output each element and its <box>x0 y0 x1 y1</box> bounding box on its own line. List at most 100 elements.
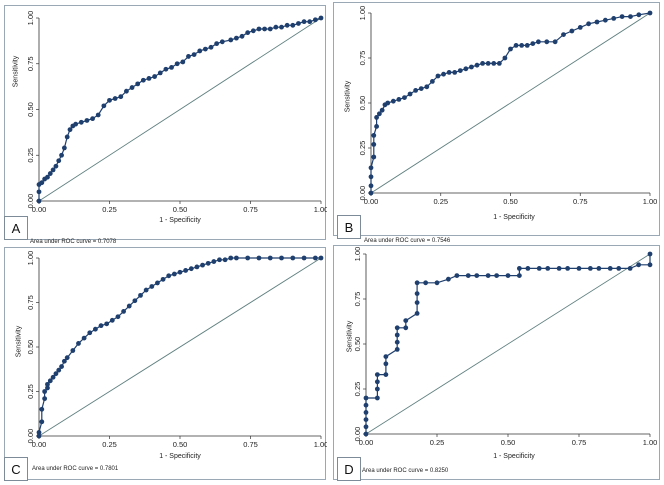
roc-point <box>39 180 45 186</box>
roc-point <box>374 372 380 377</box>
roc-point <box>607 266 613 271</box>
roc-point <box>465 273 471 278</box>
roc-point <box>47 171 53 176</box>
y-tick-label: 0.00 <box>26 194 35 209</box>
roc-point <box>143 287 149 293</box>
auc-text-b: Area under ROC curve = 0.7546 <box>364 238 451 244</box>
roc-point <box>371 154 377 160</box>
y-tick-label: 1.00 <box>358 6 367 21</box>
roc-point <box>647 10 653 16</box>
roc-point <box>245 255 251 261</box>
roc-point <box>93 326 98 332</box>
roc-point <box>414 280 420 286</box>
roc-point <box>273 24 279 30</box>
x-tick-label: 0.75 <box>572 438 587 447</box>
roc-point <box>36 430 42 435</box>
roc-point <box>70 348 76 353</box>
roc-point <box>50 374 56 380</box>
roc-point <box>545 266 551 271</box>
roc-point <box>169 65 174 70</box>
roc-point <box>228 255 234 261</box>
x-tick-label: 0.00 <box>32 440 47 449</box>
x-tick-label: 0.00 <box>359 438 374 447</box>
x-tick-label: 0.50 <box>501 438 516 447</box>
roc-point <box>186 54 191 59</box>
roc-point <box>616 266 622 271</box>
roc-point <box>418 86 424 91</box>
y-tick-label: 0.00 <box>26 429 35 444</box>
roc-point <box>234 255 239 261</box>
roc-point <box>516 273 522 278</box>
roc-point <box>491 61 497 66</box>
roc-point <box>318 15 324 21</box>
roc-point <box>301 19 307 25</box>
roc-point <box>596 266 602 271</box>
x-tick-label: 1.00 <box>314 440 327 449</box>
roc-point <box>371 142 377 147</box>
roc-point <box>457 68 463 73</box>
roc-point <box>368 183 374 189</box>
roc-point <box>211 259 217 264</box>
roc-point <box>45 381 50 387</box>
roc-point <box>594 19 600 25</box>
panel-label-a: A <box>4 216 28 240</box>
y-tick-label: 0.50 <box>26 340 35 355</box>
x-tick-label: 0.50 <box>173 440 188 449</box>
roc-point <box>301 255 307 261</box>
roc-point <box>250 28 256 34</box>
auc-text-a: Area under ROC curve = 0.7078 <box>30 239 117 245</box>
roc-point <box>202 46 208 52</box>
y-tick-label: 0.25 <box>358 141 367 156</box>
roc-point <box>217 257 222 263</box>
panel-label-c: C <box>4 457 28 481</box>
roc-point <box>371 133 377 138</box>
roc-point <box>87 330 93 336</box>
roc-point <box>505 273 511 278</box>
roc-point <box>469 64 474 70</box>
roc-point <box>414 291 420 296</box>
roc-point <box>267 255 273 261</box>
roc-point <box>256 255 262 261</box>
roc-point <box>53 163 59 169</box>
panel-label-d: D <box>337 457 361 481</box>
roc-point <box>611 16 617 21</box>
roc-point <box>602 17 608 23</box>
roc-point <box>56 158 62 164</box>
roc-point <box>636 12 642 18</box>
roc-chart-a: 0.00 0.25 0.50 0.75 1.00 0.00 0.25 0.50 0.75 1.00 <box>26 11 327 214</box>
roc-point <box>98 323 104 329</box>
y-tick-label: 1.00 <box>26 251 35 266</box>
roc-point <box>166 273 172 279</box>
roc-point <box>647 251 653 257</box>
y-tick-label: 0.75 <box>353 292 362 307</box>
x-axis-label-c: 1 - Specificity <box>159 453 201 460</box>
roc-point <box>363 395 369 401</box>
roc-point <box>155 280 160 286</box>
x-tick-label: 0.75 <box>243 205 258 214</box>
roc-point <box>463 66 469 72</box>
roc-point <box>536 39 541 45</box>
roc-point <box>36 198 42 204</box>
roc-point <box>109 317 115 323</box>
roc-point <box>107 97 112 103</box>
roc-point <box>403 325 409 331</box>
roc-point <box>64 134 70 140</box>
x-tick-label: 0.75 <box>573 197 588 206</box>
roc-point <box>256 26 262 32</box>
reference-line <box>38 17 322 202</box>
roc-point <box>214 41 220 47</box>
roc-point <box>619 14 625 19</box>
roc-panel-b: 0.00 0.25 0.50 0.75 1.00 0.00 0.25 0.50 0.75 1.00… <box>333 2 660 239</box>
roc-point <box>163 66 169 72</box>
roc-point <box>474 273 480 278</box>
roc-point <box>112 96 118 101</box>
roc-point <box>318 255 324 261</box>
roc-point <box>363 417 369 422</box>
y-tick-label: 0.00 <box>358 186 367 201</box>
x-axis-label-d: 1 - Specificity <box>493 453 535 460</box>
roc-point <box>138 292 143 298</box>
roc-point <box>561 32 566 37</box>
x-axis-label-a: 1 - Specificity <box>159 217 201 224</box>
roc-point <box>200 262 205 268</box>
roc-point <box>234 35 239 41</box>
